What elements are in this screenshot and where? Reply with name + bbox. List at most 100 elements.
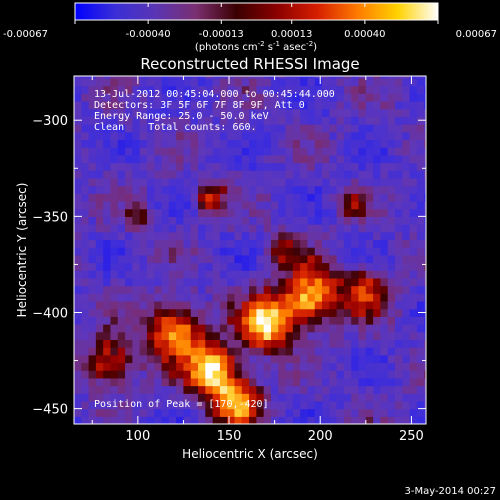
heatmap-cell	[343, 362, 352, 371]
heatmap-cell	[219, 231, 228, 241]
heatmap-cell	[132, 293, 141, 302]
heatmap-cell	[300, 193, 309, 202]
heatmap-cell	[198, 370, 206, 379]
heatmap-cell	[365, 354, 374, 364]
heatmap-cell	[81, 377, 90, 387]
heatmap-cell	[132, 193, 141, 202]
heatmap-cell	[125, 300, 133, 310]
heatmap-cell	[183, 139, 192, 148]
heatmap-cell	[234, 400, 243, 410]
heatmap-cell	[146, 370, 155, 379]
heatmap-cell	[249, 347, 257, 356]
heatmap-cell	[117, 193, 126, 202]
heatmap-cell	[373, 354, 382, 364]
heatmap-cell	[132, 200, 141, 210]
heatmap-cell	[380, 339, 389, 348]
heatmap-cell	[336, 239, 345, 248]
heatmap-cell	[278, 347, 287, 356]
unit-part: s	[265, 42, 273, 53]
heatmap-cell	[81, 362, 90, 371]
heatmap-cell	[358, 247, 367, 256]
heatmap-cell	[322, 139, 330, 148]
heatmap-cell	[322, 170, 330, 179]
heatmap-cell	[161, 239, 170, 248]
heatmap-cell	[314, 416, 323, 424]
heatmap-cell	[300, 139, 309, 148]
heatmap-cell	[416, 93, 425, 102]
y-tick-label: −350	[32, 210, 68, 225]
heatmap-cell	[314, 224, 323, 233]
heatmap-cell	[416, 339, 425, 348]
heatmap-cell	[416, 277, 425, 287]
heatmap-cell	[117, 77, 126, 87]
heatmap-cell	[380, 362, 389, 371]
heatmap-cell	[336, 77, 345, 87]
heatmap-cell	[117, 293, 126, 302]
heatmap-cell	[336, 154, 345, 164]
heatmap-cell	[212, 393, 221, 402]
heatmap-cell	[183, 108, 192, 117]
heatmap-cell	[300, 177, 309, 187]
heatmap-cell	[146, 77, 155, 87]
heatmap-cell	[241, 331, 250, 341]
heatmap-cell	[402, 170, 411, 179]
heatmap-cell	[227, 408, 236, 417]
heatmap-cell	[343, 400, 352, 410]
heatmap-cell	[132, 147, 141, 156]
heatmap-cell	[300, 385, 309, 394]
heatmap-cell	[227, 185, 236, 194]
heatmap-cell	[270, 147, 279, 156]
heatmap-cell	[139, 208, 148, 217]
heatmap-cell	[198, 262, 206, 271]
heatmap-cell	[285, 277, 294, 287]
unit-part: asec	[280, 42, 306, 53]
heatmap-cell	[103, 154, 112, 164]
heatmap-cell	[256, 154, 265, 164]
heatmap-cell	[263, 293, 272, 302]
heatmap-cell	[110, 377, 119, 387]
heatmap-cell	[416, 162, 425, 171]
heatmap-cell	[249, 162, 257, 171]
heatmap-cell	[329, 170, 338, 179]
heatmap-cell	[117, 377, 126, 387]
heatmap-cell	[416, 408, 425, 417]
heatmap-cell	[292, 347, 301, 356]
heatmap-cell	[95, 231, 104, 241]
heatmap-cell	[161, 254, 170, 264]
heatmap-cell	[190, 170, 199, 179]
heatmap-cell	[380, 131, 389, 141]
heatmap-cell	[380, 100, 389, 110]
heatmap-cell	[139, 170, 148, 179]
heatmap-cell	[278, 362, 287, 371]
heatmap-cell	[380, 224, 389, 233]
heatmap-cell	[132, 316, 141, 325]
heatmap-cell	[365, 116, 374, 125]
heatmap-cell	[95, 208, 104, 217]
heatmap-cell	[329, 277, 338, 287]
heatmap-cell	[146, 270, 155, 279]
heatmap-cell	[74, 100, 82, 110]
heatmap-cell	[394, 154, 403, 164]
heatmap-cell	[373, 177, 382, 187]
heatmap-cell	[161, 216, 170, 225]
heatmap-cell	[154, 277, 163, 287]
heatmap-cell	[343, 116, 352, 125]
heatmap-cell	[103, 208, 112, 217]
heatmap-cell	[212, 108, 221, 117]
heatmap-cell	[314, 139, 323, 148]
heatmap-cell	[285, 339, 294, 348]
heatmap-cell	[256, 354, 265, 364]
heatmap-cell	[329, 247, 338, 256]
heatmap-cell	[183, 208, 192, 217]
heatmap-cell	[358, 116, 367, 125]
heatmap-cell	[132, 408, 141, 417]
heatmap-cell	[373, 416, 382, 424]
heatmap-cell	[198, 216, 206, 225]
heatmap-cell	[278, 85, 287, 94]
heatmap-cell	[132, 239, 141, 248]
heatmap-cell	[387, 185, 396, 194]
heatmap-cell	[132, 208, 141, 217]
heatmap-cell	[351, 331, 360, 341]
heatmap-cell	[154, 108, 163, 117]
heatmap-cell	[227, 170, 236, 179]
